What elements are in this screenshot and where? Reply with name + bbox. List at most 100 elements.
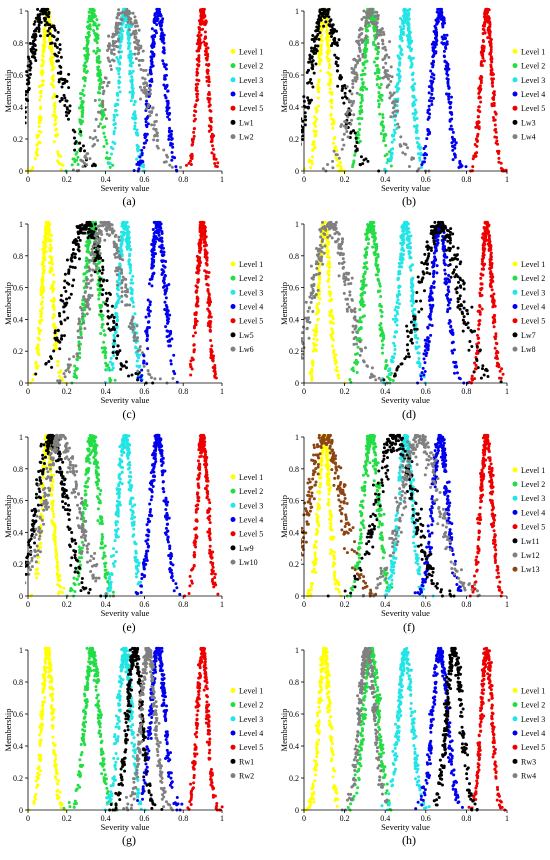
data-point xyxy=(50,59,54,63)
data-point xyxy=(81,88,85,92)
data-point xyxy=(306,68,310,72)
data-point xyxy=(135,157,139,161)
data-point xyxy=(88,18,92,22)
data-point xyxy=(346,135,350,139)
data-point xyxy=(199,238,203,242)
data-point xyxy=(99,81,103,85)
data-point xyxy=(385,161,389,165)
data-point xyxy=(414,130,418,134)
data-point xyxy=(442,55,446,59)
data-point xyxy=(205,58,209,62)
data-point xyxy=(375,28,379,32)
data-point xyxy=(131,61,135,65)
data-point xyxy=(103,333,107,337)
data-point xyxy=(41,49,45,53)
data-point xyxy=(120,294,124,298)
data-point xyxy=(76,248,80,252)
data-point xyxy=(482,59,486,63)
data-point xyxy=(117,238,121,242)
data-point xyxy=(395,127,399,131)
data-point xyxy=(113,378,117,382)
data-point xyxy=(48,229,52,233)
data-point xyxy=(410,73,414,77)
data-point xyxy=(354,144,358,148)
data-point xyxy=(88,157,92,161)
data-point xyxy=(164,296,168,300)
data-point xyxy=(381,76,385,80)
data-point xyxy=(384,48,388,52)
data-point xyxy=(158,225,162,229)
data-point xyxy=(203,231,207,235)
data-point xyxy=(392,114,396,118)
data-point xyxy=(54,344,58,348)
data-point xyxy=(108,293,112,297)
data-point xyxy=(40,287,44,291)
data-point xyxy=(145,327,149,331)
data-point xyxy=(86,243,90,247)
data-point xyxy=(82,295,86,299)
data-point xyxy=(107,46,111,50)
data-point xyxy=(376,16,380,20)
data-point xyxy=(71,128,75,132)
data-point xyxy=(205,79,209,83)
data-point xyxy=(301,130,305,134)
data-point xyxy=(437,13,441,17)
data-point xyxy=(16,155,19,158)
data-point xyxy=(376,52,380,56)
data-point xyxy=(150,46,154,49)
data-point xyxy=(307,60,311,64)
data-point xyxy=(148,373,152,377)
data-point xyxy=(310,162,314,166)
data-point xyxy=(53,114,57,118)
data-point xyxy=(116,45,120,49)
data-point xyxy=(87,282,91,286)
y-tick-label: 0.2 xyxy=(289,135,299,144)
data-point xyxy=(99,309,103,313)
x-tick-label: 0.6 xyxy=(139,387,149,396)
data-point xyxy=(100,323,104,327)
data-point xyxy=(94,227,98,231)
data-point xyxy=(310,81,314,85)
data-point xyxy=(100,293,104,297)
data-point xyxy=(314,35,318,39)
data-point xyxy=(79,96,83,100)
data-point xyxy=(334,156,338,160)
data-point xyxy=(103,353,107,357)
data-point xyxy=(111,351,115,355)
series-level-2 xyxy=(351,7,393,169)
series-level-3 xyxy=(107,7,146,173)
legend-label: Level 1 xyxy=(521,47,545,56)
data-point xyxy=(150,65,154,69)
data-point xyxy=(73,266,77,270)
data-point xyxy=(442,49,446,53)
data-point xyxy=(334,61,338,65)
data-point xyxy=(194,109,198,113)
legend-marker xyxy=(230,134,236,140)
data-point xyxy=(375,10,379,14)
data-point xyxy=(47,26,51,30)
data-point xyxy=(112,132,116,136)
data-point xyxy=(135,354,139,358)
data-point xyxy=(49,261,53,265)
data-point xyxy=(112,316,116,320)
data-point xyxy=(430,62,434,66)
data-point xyxy=(361,69,365,73)
data-point xyxy=(102,144,106,148)
data-point xyxy=(76,162,80,166)
data-point xyxy=(115,16,119,20)
data-point xyxy=(198,246,202,250)
data-point xyxy=(401,19,405,23)
data-point xyxy=(44,361,48,365)
data-point xyxy=(35,26,39,30)
data-point xyxy=(209,300,213,304)
data-point xyxy=(102,300,106,304)
data-point xyxy=(154,252,158,256)
data-point xyxy=(192,127,196,131)
data-point xyxy=(355,91,359,95)
data-point xyxy=(118,257,122,261)
data-point xyxy=(85,163,89,167)
data-point xyxy=(378,76,382,80)
data-point xyxy=(84,35,88,39)
data-point xyxy=(156,228,160,232)
